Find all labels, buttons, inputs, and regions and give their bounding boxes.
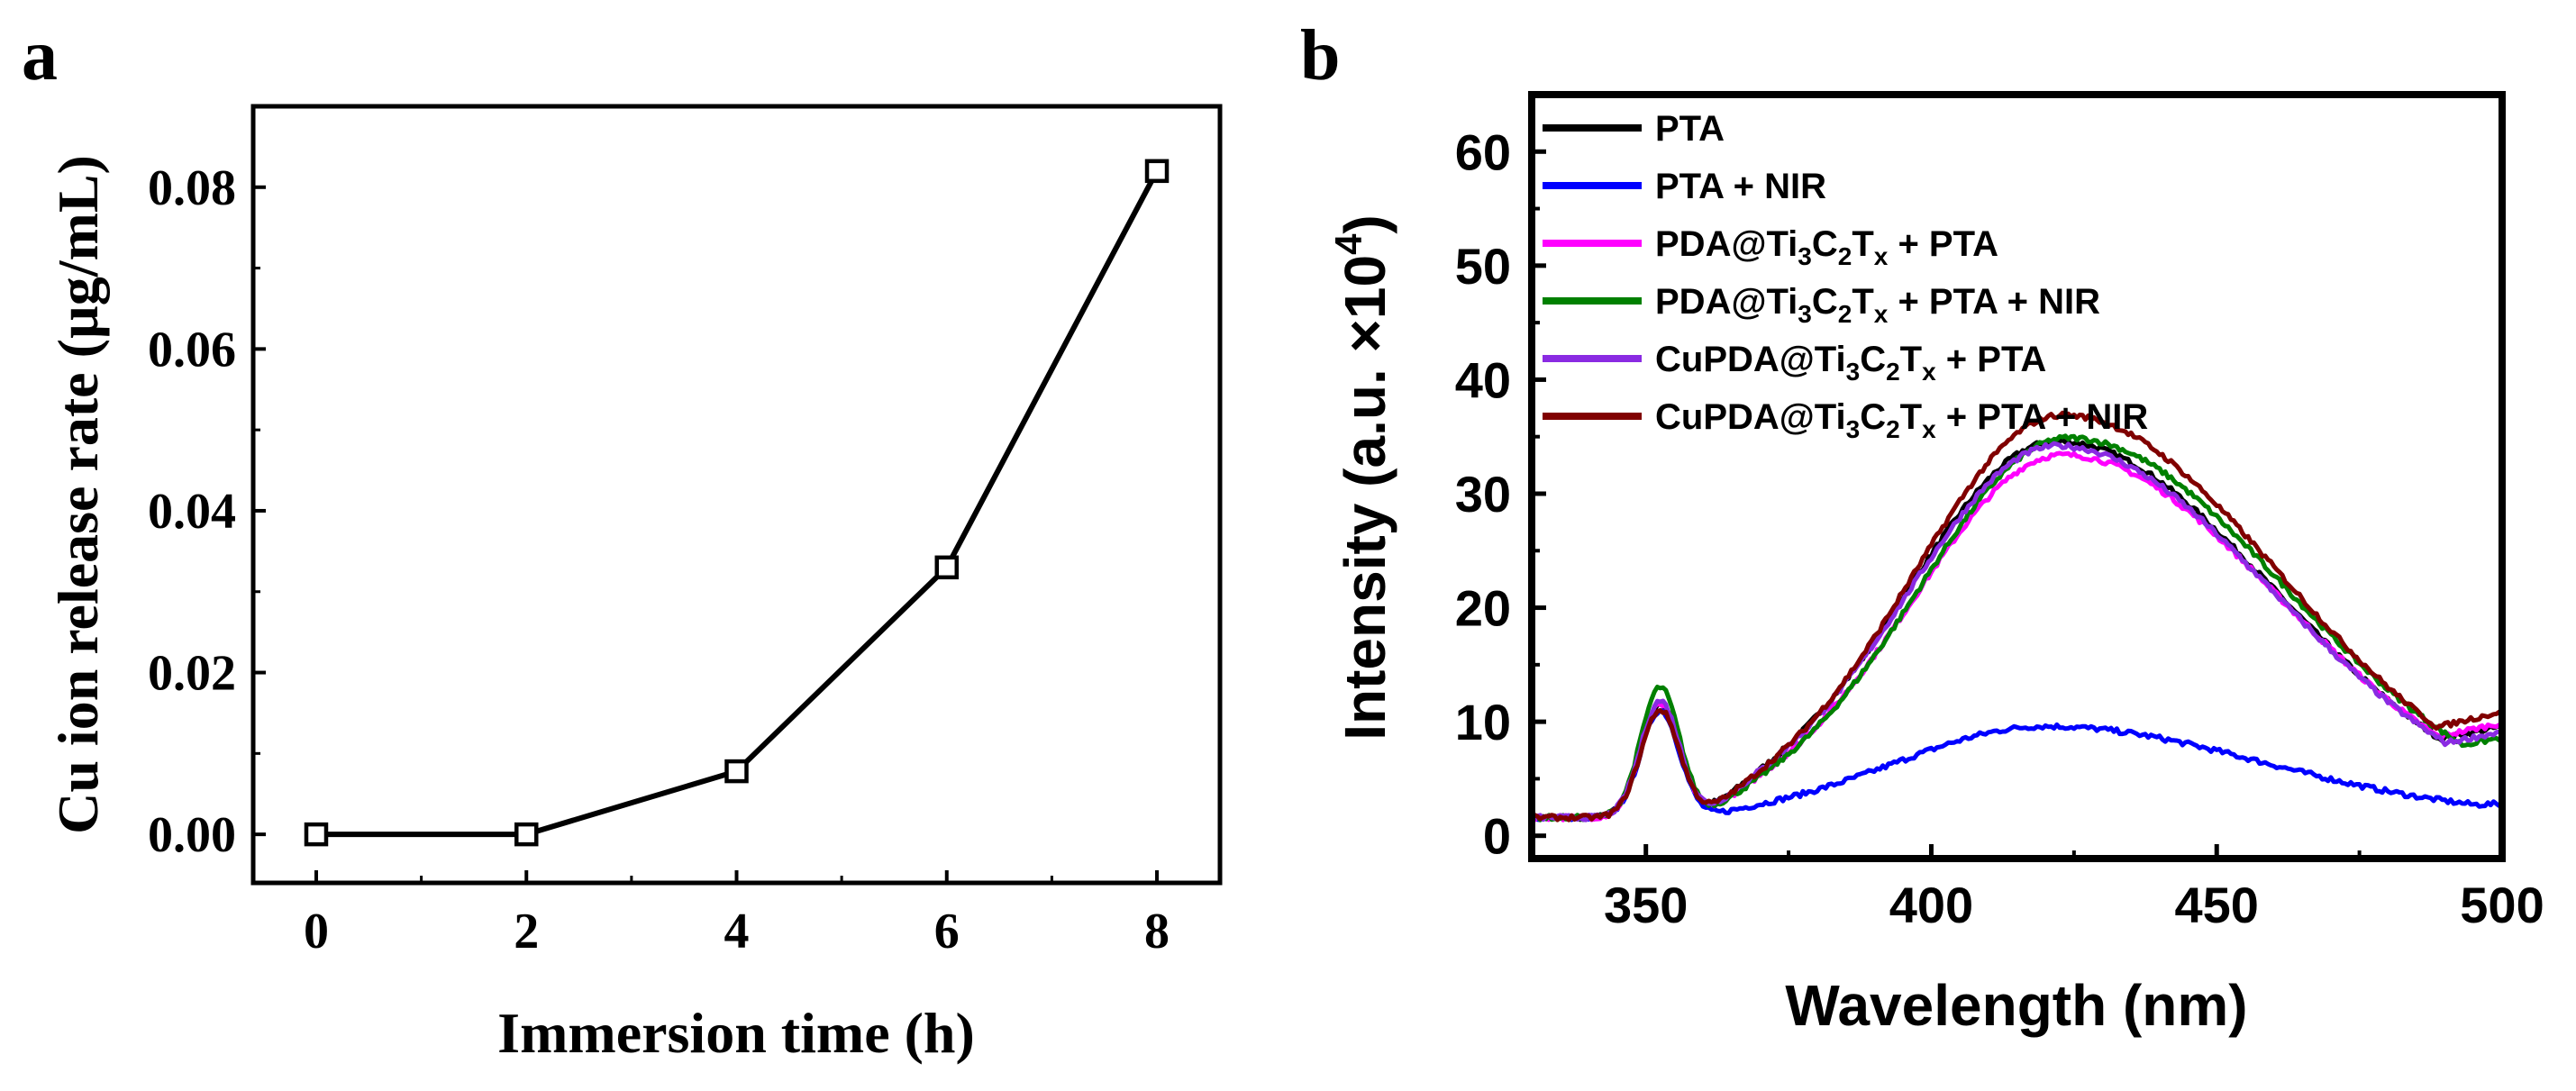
panel-b-series-line [1530,433,2505,823]
panel-b-series-line [1530,441,2504,823]
panel-a-x-tick-label: 6 [934,904,960,959]
panel-a-series-line [316,169,1160,838]
panel-b: b 350 400 450 500 0 10 20 30 40 50 60 PTA PTA + NIR… [1300,16,2544,1038]
panel-a-y-tick-label: 0.00 [148,807,236,863]
panel-b-legend-text-part: CuPDA@Ti [1655,340,1846,379]
panel-a-y-tick-label: 0.02 [148,646,236,702]
panel-b-legend-text-part: PTA [1655,109,1725,149]
panel-a-plot-frame [250,104,1223,886]
panel-b-legend-text-part: C [1812,224,1838,264]
panel-b-y-tick-label: 60 [1455,123,1511,180]
panel-b-legend-text-part: PTA + NIR [1655,167,1826,206]
panel-b-x-axis-label: Wavelength (nm) [1785,973,2247,1038]
panel-a-x-tick-label: 4 [724,904,750,959]
panel-a-tick-labels: 0 2 4 6 8 0.00 0.02 0.04 0.06 0.08 [148,160,1170,959]
panel-b-legend-text-part: + PTA [1888,224,1998,264]
panel-b-y-axis-label-main: Intensity (a.u. ×10 [1333,255,1397,741]
panel-b-series-line [1530,450,2504,823]
panel-a-data-point [514,822,539,847]
panel-b-legend-label: PDA@Ti3C2Tx + PTA + NIR [1655,282,2100,328]
panel-b-x-tick-label: 450 [2175,877,2259,933]
panel-b-legend-text-part: + PTA + NIR [1888,282,2100,322]
panel-b-legend-text-part: 3 [1846,358,1861,386]
panel-b-legend-text-part: 2 [1838,300,1852,328]
panel-b-y-tick-label: 0 [1483,808,1511,865]
panel-b-legend-text-part: 2 [1838,242,1852,270]
panel-b-legend-label: CuPDA@Ti3C2Tx + PTA [1655,340,2046,386]
panel-a-label: a [22,16,58,95]
panel-b-legend-text-part: T [1852,282,1873,322]
panel-a-x-tick-label: 2 [514,904,539,959]
panel-b-legend-text-part: x [1922,358,1936,386]
panel-b-y-axis-label-close: ) [1333,214,1397,233]
panel-b-legend-text-part: 3 [1798,300,1812,328]
panel-b-x-tick-label: 350 [1604,877,1688,933]
panel-a-x-axis-label: Immersion time (h) [497,1001,975,1065]
panel-a-series [304,159,1170,847]
panel-b-legend-text-part: PDA@Ti [1655,282,1798,322]
panel-a-y-axis-label: Cu ion release rate (µg/mL) [46,155,110,834]
panel-b-series [1529,410,2505,823]
panel-b-legend-label: CuPDA@Ti3C2Tx + PTA + NIR [1655,397,2148,443]
panel-b-y-tick-label: 40 [1455,351,1511,408]
panel-b-legend-text-part: x [1874,300,1889,328]
panel-b-legend-text-part: C [1812,282,1838,322]
panel-b-tick-labels: 350 400 450 500 0 10 20 30 40 50 60 [1455,123,2544,933]
panel-b-y-tick-label: 30 [1455,466,1511,523]
panel-b-y-tick-label: 10 [1455,694,1511,750]
panel-b-legend-label: PDA@Ti3C2Tx + PTA [1655,224,1998,270]
panel-b-series-line [1529,410,2504,823]
panel-b-legend-text-part: C [1860,397,1886,437]
panel-a-data-point [934,555,960,580]
panel-a-y-tick-label: 0.06 [148,322,236,377]
panel-b-y-axis-label: Intensity (a.u. ×104) [1327,214,1397,741]
panel-b-legend-text-part: 3 [1846,415,1861,443]
panel-b-legend-text-part: T [1900,397,1922,437]
panel-b-legend-text-part: PDA@Ti [1655,224,1798,264]
panel-b-legend-text-part: C [1860,340,1886,379]
panel-a: a 0 2 4 6 8 0.00 0.02 0.04 0.06 0.08 Immersion ti… [22,16,1223,1065]
panel-a-y-tick-label: 0.08 [148,160,236,216]
panel-b-y-tick-label: 50 [1455,238,1511,295]
panel-b-y-axis-label-superscript: 4 [1327,233,1370,255]
panel-b-legend-text-part: + PTA + NIR [1936,397,2149,437]
panel-b-y-tick-label: 20 [1455,580,1511,637]
panel-b-legend-text-part: T [1852,224,1873,264]
panel-b-legend-text-part: 2 [1886,415,1900,443]
panel-b-legend-text-part: x [1922,415,1936,443]
panel-b-legend-label: PTA [1655,109,1725,149]
panel-b-legend-text-part: 2 [1886,358,1900,386]
panel-b-label: b [1300,16,1341,95]
panel-a-x-tick-label: 0 [304,904,329,959]
panel-a-x-tick-label: 8 [1144,904,1170,959]
panel-b-legend-text-part: + PTA [1936,340,2047,379]
panel-a-data-point [304,822,329,847]
panel-b-x-tick-label: 400 [1889,877,1973,933]
panel-b-plot-frame [1528,91,2506,862]
panel-a-data-point [1144,159,1170,184]
panel-b-legend-text-part: CuPDA@Ti [1655,397,1846,437]
panel-b-legend-label: PTA + NIR [1655,167,1826,206]
panel-a-data-point [724,759,749,784]
panel-b-x-tick-label: 500 [2460,877,2544,933]
panel-b-series-line [1529,437,2503,823]
panel-b-legend-text-part: 3 [1798,242,1812,270]
panel-b-legend-text-part: T [1900,340,1922,379]
panel-b-legend-text-part: x [1874,242,1889,270]
panel-a-y-tick-label: 0.04 [148,484,236,540]
